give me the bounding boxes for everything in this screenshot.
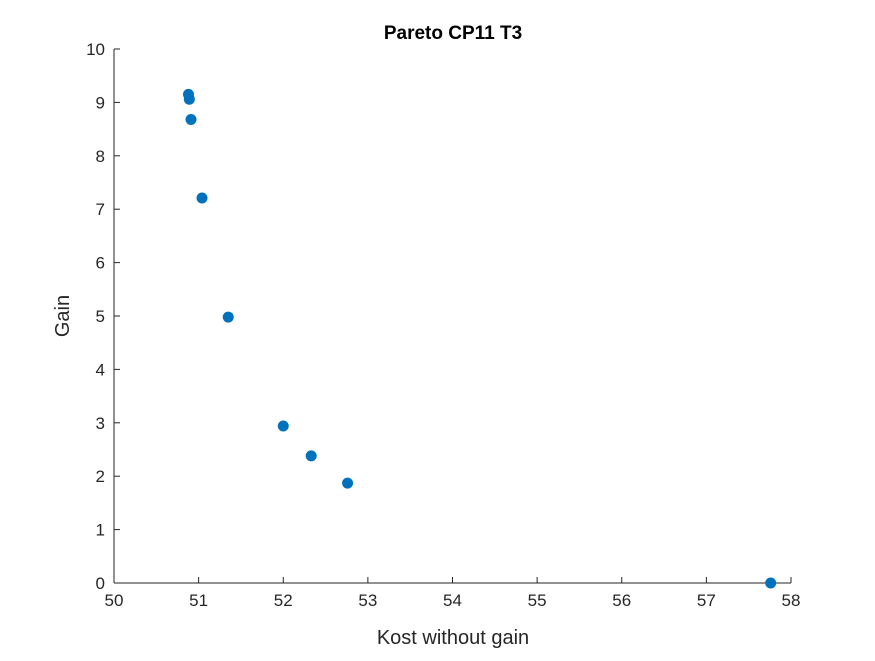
data-point [277, 420, 289, 432]
x-tick-label: 56 [612, 591, 631, 610]
data-point [342, 477, 354, 489]
x-tick-label: 52 [274, 591, 293, 610]
y-axis-label: Gain [52, 295, 74, 337]
data-point [305, 450, 317, 462]
y-tick-label: 0 [96, 574, 105, 593]
x-tick-label: 54 [443, 591, 462, 610]
x-tick-label: 58 [782, 591, 801, 610]
x-tick-labels: 50 51 52 53 54 55 56 57 58 [105, 591, 801, 610]
x-tick-label: 57 [697, 591, 716, 610]
x-tick-label: 55 [528, 591, 547, 610]
y-tick-label: 3 [96, 414, 105, 433]
data-point [196, 192, 208, 204]
chart-title: Pareto CP11 T3 [384, 23, 522, 44]
x-axis-label: Kost without gain [377, 627, 529, 649]
data-point [185, 113, 197, 125]
data-points [182, 88, 777, 589]
x-tick-label: 50 [105, 591, 124, 610]
y-tick-label: 5 [96, 307, 105, 326]
x-tick-label: 53 [358, 591, 377, 610]
y-tick-label: 1 [96, 521, 105, 540]
y-tick-label: 10 [86, 40, 105, 59]
axes [113, 49, 791, 584]
y-tick-labels: 0 1 2 3 4 5 6 7 8 9 10 [86, 40, 105, 593]
data-point [183, 93, 195, 105]
y-tick-label: 4 [96, 360, 105, 379]
y-tick-label: 9 [96, 93, 105, 112]
tick-marks [113, 48, 792, 584]
y-tick-label: 2 [96, 467, 105, 486]
data-point [765, 577, 777, 589]
data-point [222, 311, 234, 323]
y-tick-label: 8 [96, 147, 105, 166]
x-tick-label: 51 [189, 591, 208, 610]
y-tick-label: 6 [96, 254, 105, 273]
y-tick-label: 7 [96, 200, 105, 219]
